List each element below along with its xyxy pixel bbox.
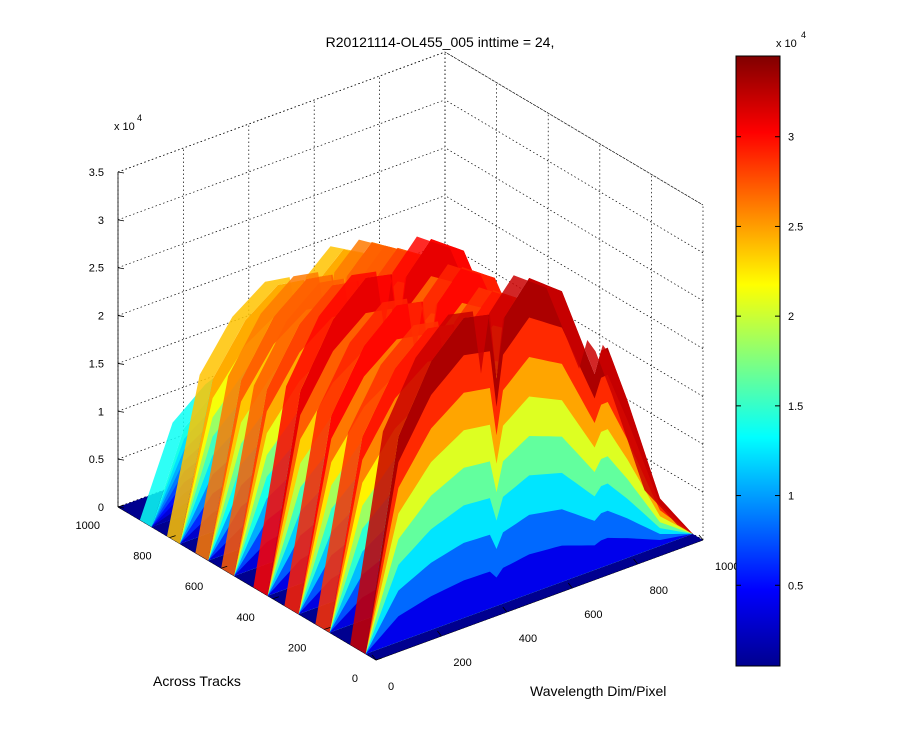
x-tick-label: 1000 — [715, 561, 739, 573]
z-tick-mark — [117, 363, 125, 365]
surface-band — [365, 533, 693, 654]
z-tick-mark — [117, 506, 125, 509]
colorbar: 0.5 1 1.5 2 2.5 3 x 10 4 — [735, 30, 806, 667]
chart-title: R20121114-OL455_005 inttime = 24, — [326, 34, 555, 50]
z-tick-label: 2.5 — [89, 263, 104, 275]
box-edge — [117, 51, 446, 173]
z-multiplier: x 10 4 — [114, 113, 142, 133]
y-tick-label: 800 — [133, 551, 151, 563]
y-tick-mark — [221, 565, 228, 569]
y-tick-mark — [169, 535, 176, 538]
colorbar-multiplier-base: x 10 — [776, 38, 797, 50]
y-tick-mark — [272, 596, 279, 600]
z-tick-label: 0.5 — [89, 454, 104, 466]
z-tick-label: 0 — [98, 502, 104, 514]
gridline — [117, 99, 446, 221]
z-tick-mark — [117, 171, 125, 174]
colorbar-tick-label: 1 — [788, 491, 794, 503]
z-tick-mark — [117, 219, 125, 222]
z-tick-mark — [117, 267, 125, 270]
x-tick-mark — [371, 654, 377, 661]
y-tick-label: 400 — [236, 612, 254, 624]
x-tick-label: 400 — [519, 633, 537, 645]
z-tick-label: 1.5 — [89, 358, 104, 370]
x-axis-label: Wavelength Dim/Pixel — [530, 683, 666, 699]
z-tick-label: 3 — [98, 215, 104, 227]
y-tick-mark — [375, 657, 383, 661]
colorbar-tick-label: 2.5 — [788, 221, 803, 233]
x-tick-mark — [502, 606, 508, 613]
colorbar-tick-label: 0.5 — [788, 580, 803, 592]
y-tick-label: 200 — [288, 642, 306, 654]
y-axis-label: Across Tracks — [153, 673, 241, 689]
colorbar-tick-label: 2 — [788, 311, 794, 323]
z-tick-label: 2 — [98, 311, 104, 323]
y-tick-label: 600 — [185, 581, 203, 593]
z-multiplier-exponent: 4 — [137, 113, 142, 123]
axes-3d: 0 0.5 1 1.5 2 2.5 3 3.5 0 200 400 600 800 1000 0 200 400… — [76, 51, 740, 693]
x-tick-label: 200 — [453, 657, 471, 669]
colorbar-ticks: 0.5 1 1.5 2 2.5 3 — [736, 132, 803, 592]
surface-stripe — [350, 275, 693, 654]
x-tick-mark — [633, 558, 638, 565]
y-tick-mark — [324, 627, 331, 630]
z-tick-mark — [117, 315, 125, 317]
z-tick-label: 1 — [98, 406, 104, 418]
x-tick-label: 800 — [650, 585, 668, 597]
x-tick-label: 600 — [584, 609, 602, 621]
y-tick-label: 1000 — [76, 520, 100, 532]
x-tick-mark — [437, 630, 442, 637]
colorbar-multiplier-exponent: 4 — [801, 30, 806, 40]
surface-plot — [118, 236, 703, 660]
colorbar-tick-label: 3 — [788, 132, 794, 144]
surface-ridge — [350, 275, 693, 654]
colorbar-tick-label: 1.5 — [788, 401, 803, 413]
y-tick-mark — [117, 504, 125, 508]
y-tick-label: 0 — [352, 673, 358, 685]
x-tick-mark — [567, 582, 573, 589]
z-tick-mark — [117, 410, 125, 413]
x-tick-label: 0 — [388, 681, 394, 693]
gridline — [444, 99, 704, 254]
z-tick-mark — [117, 458, 125, 461]
colorbar-scale — [735, 55, 781, 667]
z-multiplier-base: x 10 — [114, 121, 135, 133]
x-tick-mark — [698, 534, 704, 541]
z-tick-label: 3.5 — [89, 167, 104, 179]
axis-ticks: 0 0.5 1 1.5 2 2.5 3 3.5 0 200 400 600 800 1000 0 200 400… — [76, 167, 740, 693]
